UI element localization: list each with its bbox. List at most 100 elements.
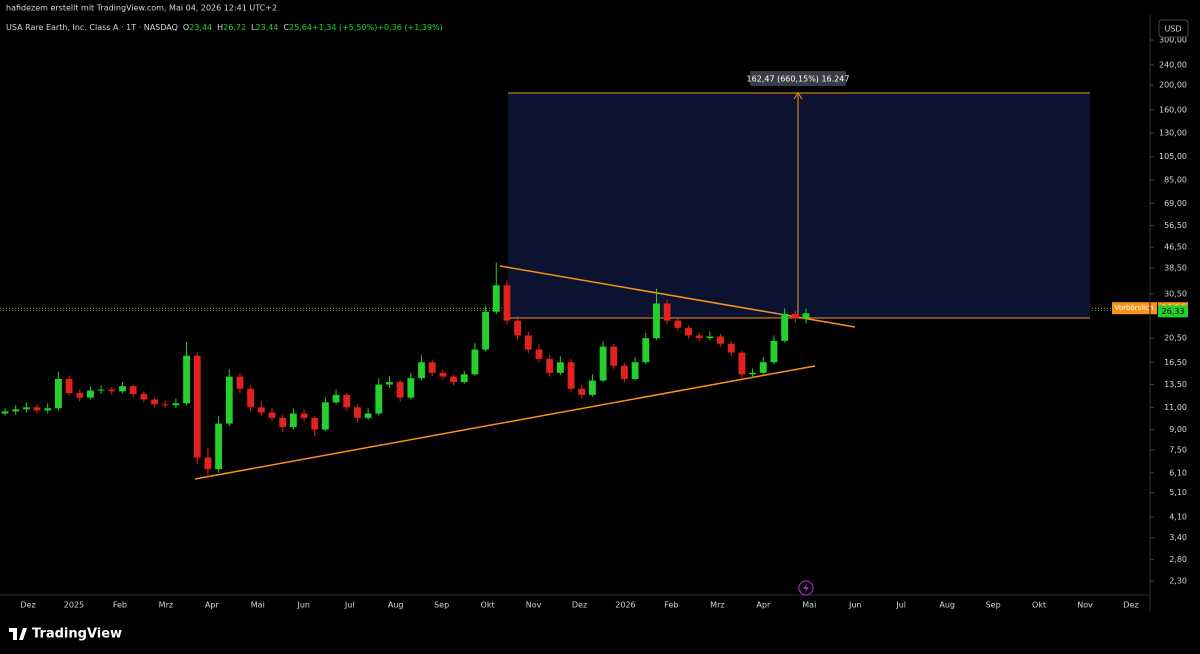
legend-value: 23,44: [189, 23, 212, 32]
candle-body: [759, 362, 767, 373]
candle-body: [556, 362, 564, 373]
target-zone: [508, 93, 1090, 318]
candle-body: [119, 386, 126, 392]
x-tick-label: Dez: [1123, 601, 1138, 610]
y-tick-label: 300,00: [1159, 36, 1187, 45]
candle-body: [621, 365, 628, 379]
candle-body: [151, 399, 158, 405]
candle-body: [332, 394, 340, 403]
logo: TradingView: [32, 627, 122, 642]
candle-body: [172, 403, 180, 406]
x-tick-label: Feb: [113, 601, 127, 610]
currency-button[interactable]: [1158, 19, 1189, 38]
price-tag: [1112, 302, 1157, 315]
candle-body: [300, 413, 308, 418]
candle-body: [514, 320, 522, 336]
x-tick-label: Apr: [205, 601, 220, 610]
y-tick-label: 20,50: [1164, 334, 1187, 343]
candle-body: [482, 311, 490, 350]
candle-body: [44, 408, 52, 411]
candle-body: [183, 355, 190, 404]
candle-body: [738, 352, 746, 375]
candle-body: [674, 320, 682, 328]
price-label: 26,33: [1162, 307, 1185, 316]
candle-body: [321, 402, 329, 430]
candle-body: [599, 346, 607, 381]
candle-body: [65, 378, 73, 394]
y-tick-label: 5,10: [1169, 488, 1187, 497]
x-tick-label: Nov: [526, 601, 542, 610]
logo-mark: [9, 628, 27, 640]
y-tick-label: 30,50: [1164, 290, 1187, 299]
x-tick-label: Nov: [1077, 601, 1093, 610]
y-tick-label: 3,40: [1169, 533, 1187, 542]
time-axis: Dez 2025 Feb Mrz Apr Mai Jun Jul Aug Sep Okt Nov Dez…: [20, 601, 1138, 610]
legend-value: 26,72: [223, 23, 246, 32]
x-tick-label: Sep: [986, 601, 1001, 610]
candle-body: [439, 372, 447, 377]
candle-body: [343, 394, 351, 408]
candle-body: [236, 376, 244, 389]
y-tick-label: 13,50: [1164, 380, 1187, 389]
candle-body: [492, 285, 500, 312]
y-tick-label: 160,00: [1159, 105, 1187, 114]
x-tick-label: Jun: [297, 601, 311, 610]
candle-body: [695, 335, 703, 339]
x-tick-label: Mai: [251, 601, 265, 610]
candle-body: [354, 407, 361, 418]
candle-body: [97, 389, 105, 391]
candle-body: [428, 362, 436, 373]
y-tick-label: 105,00: [1159, 152, 1187, 161]
x-tick-label: Okt: [481, 601, 495, 610]
candle-body: [375, 384, 383, 414]
annotation: 162,47 (660,15%) 16.247: [747, 75, 850, 84]
candle-body: [663, 303, 671, 321]
candle-body: [727, 343, 735, 353]
candle-body: [108, 389, 116, 392]
candle-body: [33, 407, 41, 411]
candle-body: [87, 390, 94, 398]
x-tick-label: Mrz: [710, 601, 724, 610]
candle-body: [578, 388, 586, 395]
price-box: [1158, 305, 1188, 318]
candle-body: [791, 313, 799, 319]
legend-label: O: [183, 23, 189, 32]
candle-body: [12, 409, 20, 412]
y-tick-label: 9,00: [1169, 425, 1187, 434]
x-tick-label: Jun: [848, 601, 862, 610]
y-tick-label: 11,00: [1164, 403, 1187, 412]
legend-value: 23,44: [256, 23, 279, 32]
candle-body: [653, 303, 660, 339]
event-icon[interactable]: [798, 580, 814, 596]
candle-body: [22, 407, 30, 410]
x-tick-label: Dez: [20, 601, 35, 610]
candle-body: [407, 378, 415, 398]
symbol: USA Rare Earth, Inc. Class A · 1T · NASD…: [6, 23, 178, 32]
candle-body: [717, 336, 724, 344]
y-tick-label: 56,50: [1164, 221, 1187, 230]
legend-text: USA Rare Earth, Inc. Class A · 1T · NASD…: [6, 23, 443, 32]
candle-body: [450, 376, 457, 383]
candle-body: [311, 417, 319, 430]
candle-body: [193, 355, 201, 458]
candle-body: [610, 346, 618, 366]
x-tick-label: Dez: [572, 601, 587, 610]
y-tick-label: 200,00: [1159, 81, 1187, 90]
candle-body: [225, 376, 233, 424]
candles: [1, 262, 810, 479]
legend-value: +0,36 (+1,39%): [377, 23, 442, 32]
footer: [0, 614, 1200, 654]
candle-body: [802, 313, 810, 319]
x-tick-label: Mai: [802, 601, 816, 610]
candle-body: [685, 327, 692, 336]
candle-body: [524, 335, 532, 350]
candle-body: [204, 457, 212, 470]
candle-body: [161, 404, 169, 406]
candle-body: [215, 423, 223, 470]
y-tick-label: 85,00: [1164, 176, 1187, 185]
candle-body: [247, 388, 255, 408]
y-tick-label: 2,30: [1169, 577, 1187, 586]
candle-body: [129, 386, 137, 394]
